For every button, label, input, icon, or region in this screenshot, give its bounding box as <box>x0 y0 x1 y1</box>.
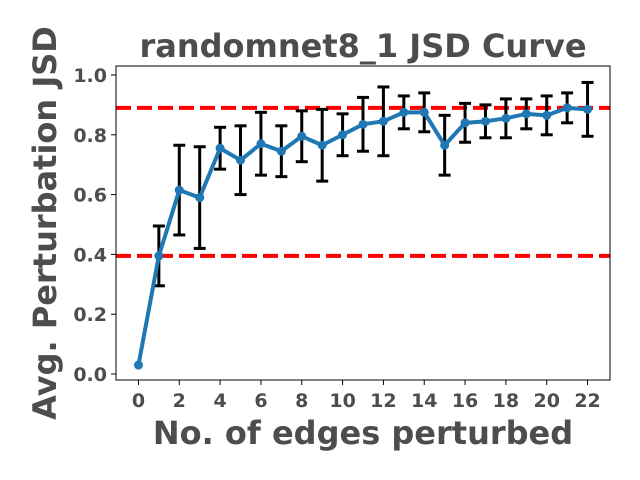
data-point-0 <box>133 360 143 370</box>
data-point-5 <box>236 155 246 165</box>
x-axis: 0 2 4 6 8 10 12 14 16 18 20 22 <box>132 380 601 412</box>
x-axis-label: No. of edges perturbed <box>153 414 573 452</box>
data-point-13 <box>399 107 409 117</box>
x-tick-label: 22 <box>574 390 600 412</box>
data-point-10 <box>338 130 348 140</box>
data-point-8 <box>297 131 307 141</box>
y-tick-label: 0.0 <box>73 364 107 386</box>
data-point-21 <box>562 103 572 113</box>
data-point-12 <box>378 116 388 126</box>
x-tick-label: 2 <box>173 390 186 412</box>
x-tick-label: 10 <box>329 390 355 412</box>
data-point-7 <box>276 146 286 156</box>
y-axis-label: Avg. Perturbation JSD <box>26 26 64 420</box>
y-tick-label: 0.8 <box>73 125 107 147</box>
x-tick-label: 12 <box>370 390 396 412</box>
axes-frame <box>115 65 611 381</box>
data-point-11 <box>358 119 368 129</box>
x-tick-label: 16 <box>452 390 478 412</box>
x-tick-label: 8 <box>295 390 308 412</box>
plot-area <box>116 80 610 370</box>
data-point-4 <box>215 143 225 153</box>
x-tick-label: 18 <box>493 390 519 412</box>
data-point-9 <box>317 140 327 150</box>
data-point-3 <box>195 193 205 203</box>
data-point-2 <box>174 185 184 195</box>
y-tick-label: 0.4 <box>73 244 107 266</box>
y-axis: 0.0 0.2 0.4 0.6 0.8 1.0 <box>73 65 116 386</box>
chart-title: randomnet8_1 JSD Curve <box>139 27 586 65</box>
data-point-16 <box>460 118 470 128</box>
data-point-19 <box>521 109 531 119</box>
x-tick-label: 4 <box>213 390 226 412</box>
data-point-1 <box>154 251 164 261</box>
x-tick-label: 20 <box>533 390 559 412</box>
x-tick-label: 14 <box>411 390 437 412</box>
data-point-14 <box>419 107 429 117</box>
data-point-20 <box>542 110 552 120</box>
y-tick-label: 0.2 <box>73 304 107 326</box>
y-tick-label: 0.6 <box>73 185 107 207</box>
data-point-18 <box>501 113 511 123</box>
data-point-17 <box>480 116 490 126</box>
y-tick-label: 1.0 <box>73 65 107 87</box>
x-tick-label: 0 <box>132 390 145 412</box>
x-tick-label: 6 <box>254 390 267 412</box>
data-point-6 <box>256 139 266 149</box>
data-point-22 <box>583 104 593 114</box>
data-point-15 <box>440 140 450 150</box>
